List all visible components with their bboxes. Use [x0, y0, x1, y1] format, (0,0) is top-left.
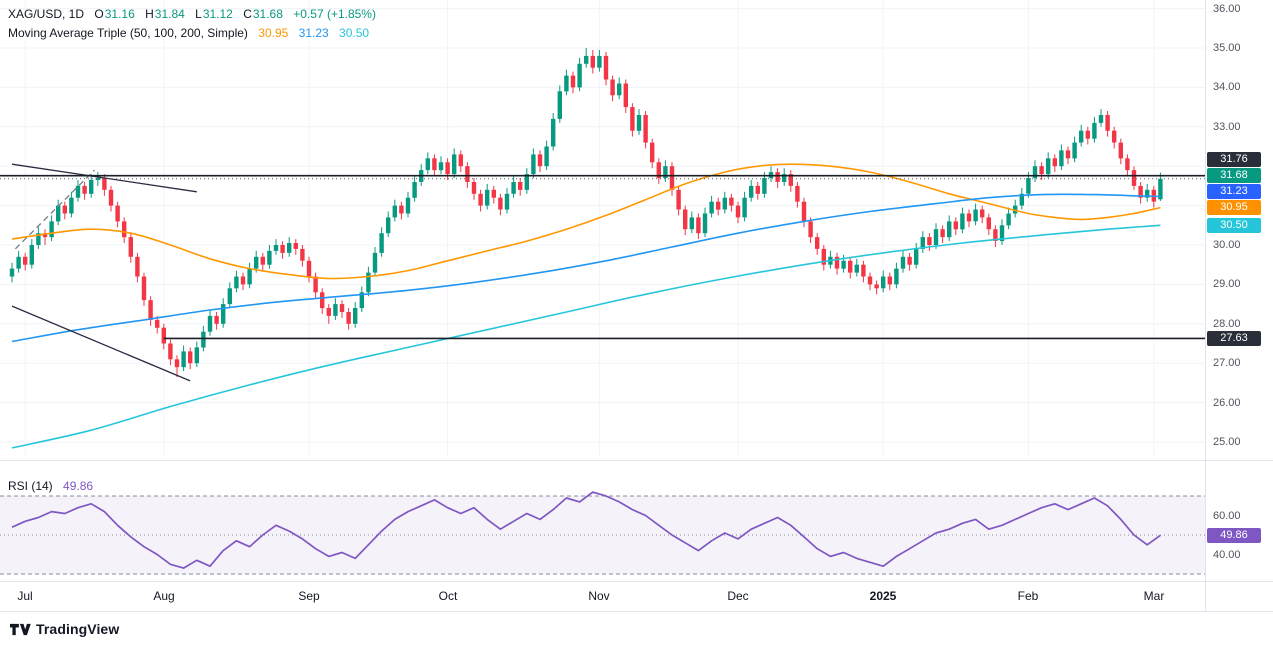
time-label: Oct	[438, 589, 458, 603]
ma50-value: 30.95	[258, 26, 289, 40]
rsi-title: RSI (14)	[8, 479, 53, 493]
rsi-tick: 60.00	[1213, 510, 1241, 522]
axis-bottom-border	[0, 611, 1273, 612]
time-axis[interactable]: Jul Aug Sep Oct Nov Dec 2025 Feb Mar	[0, 583, 1205, 609]
time-label: Mar	[1143, 589, 1165, 603]
low-value: 31.12	[202, 7, 233, 21]
price-tick: 30.00	[1213, 239, 1241, 251]
low-label: L	[195, 7, 202, 21]
price-axis[interactable]: 36.00 35.00 34.00 33.00 30.00 29.00 28.00 27.00…	[1206, 0, 1273, 460]
price-axis-badge: 30.50	[1207, 218, 1261, 233]
high-value: 31.84	[154, 7, 185, 21]
ma100-value: 31.23	[298, 26, 329, 40]
price-tick: 26.00	[1213, 397, 1241, 409]
time-label: Nov	[588, 589, 610, 603]
price-axis-badge: 31.76	[1207, 152, 1261, 167]
close-label: C	[243, 7, 252, 21]
rsi-axis[interactable]: 60.00 40.00 49.86	[1206, 462, 1273, 581]
symbol-title[interactable]: XAG/USD, 1D	[8, 7, 85, 21]
rsi-tick: 40.00	[1213, 549, 1241, 561]
open-value: 31.16	[104, 7, 135, 21]
rsi-time-divider[interactable]	[0, 581, 1273, 582]
time-label: Jul	[17, 589, 33, 603]
price-tick: 35.00	[1213, 42, 1241, 54]
rsi-pane[interactable]	[0, 462, 1205, 580]
time-label: Dec	[727, 589, 749, 603]
price-tick: 33.00	[1213, 121, 1241, 133]
change-value: +0.57 (+1.85%)	[293, 7, 376, 21]
price-axis-border	[1205, 0, 1206, 612]
ma200-value: 30.50	[339, 26, 370, 40]
symbol-legend[interactable]: XAG/USD, 1D O31.16 H31.84 L31.12 C31.68 …	[8, 7, 376, 21]
price-pane[interactable]	[0, 0, 1205, 460]
price-axis-badge: 30.95	[1207, 200, 1261, 215]
close-value: 31.68	[252, 7, 283, 21]
price-axis-badge: 31.68	[1207, 168, 1261, 183]
rsi-band	[0, 495, 1205, 575]
rsi-value: 49.86	[63, 479, 94, 493]
ma-legend[interactable]: Moving Average Triple (50, 100, 200, Sim…	[8, 26, 369, 40]
tradingview-attribution[interactable]: TradingView	[10, 619, 119, 639]
price-axis-badge: 27.63	[1207, 331, 1261, 346]
open-label: O	[94, 7, 104, 21]
price-tick: 25.00	[1213, 436, 1241, 448]
time-label: 2025	[869, 589, 897, 603]
rsi-legend[interactable]: RSI (14) 49.86	[8, 479, 93, 493]
tradingview-logo-icon	[10, 623, 31, 635]
time-label: Sep	[298, 589, 320, 603]
high-label: H	[145, 7, 154, 21]
time-label: Aug	[153, 589, 175, 603]
ma-title: Moving Average Triple (50, 100, 200, Sim…	[8, 26, 248, 40]
rsi-axis-badge: 49.86	[1207, 528, 1261, 543]
rsi-line	[11, 491, 1161, 569]
drawings	[0, 163, 1205, 382]
candlestick-series	[9, 48, 1163, 377]
price-tick: 36.00	[1213, 3, 1241, 15]
pane-divider[interactable]	[0, 460, 1273, 461]
price-tick: 34.00	[1213, 81, 1241, 93]
time-label: Feb	[1017, 589, 1039, 603]
price-tick: 29.00	[1213, 278, 1241, 290]
price-tick: 27.00	[1213, 357, 1241, 369]
moving-averages	[11, 163, 1161, 449]
price-axis-badge: 31.23	[1207, 184, 1261, 199]
price-tick: 28.00	[1213, 318, 1241, 330]
tradingview-brand-text: TradingView	[36, 621, 120, 637]
grid	[0, 0, 1205, 456]
